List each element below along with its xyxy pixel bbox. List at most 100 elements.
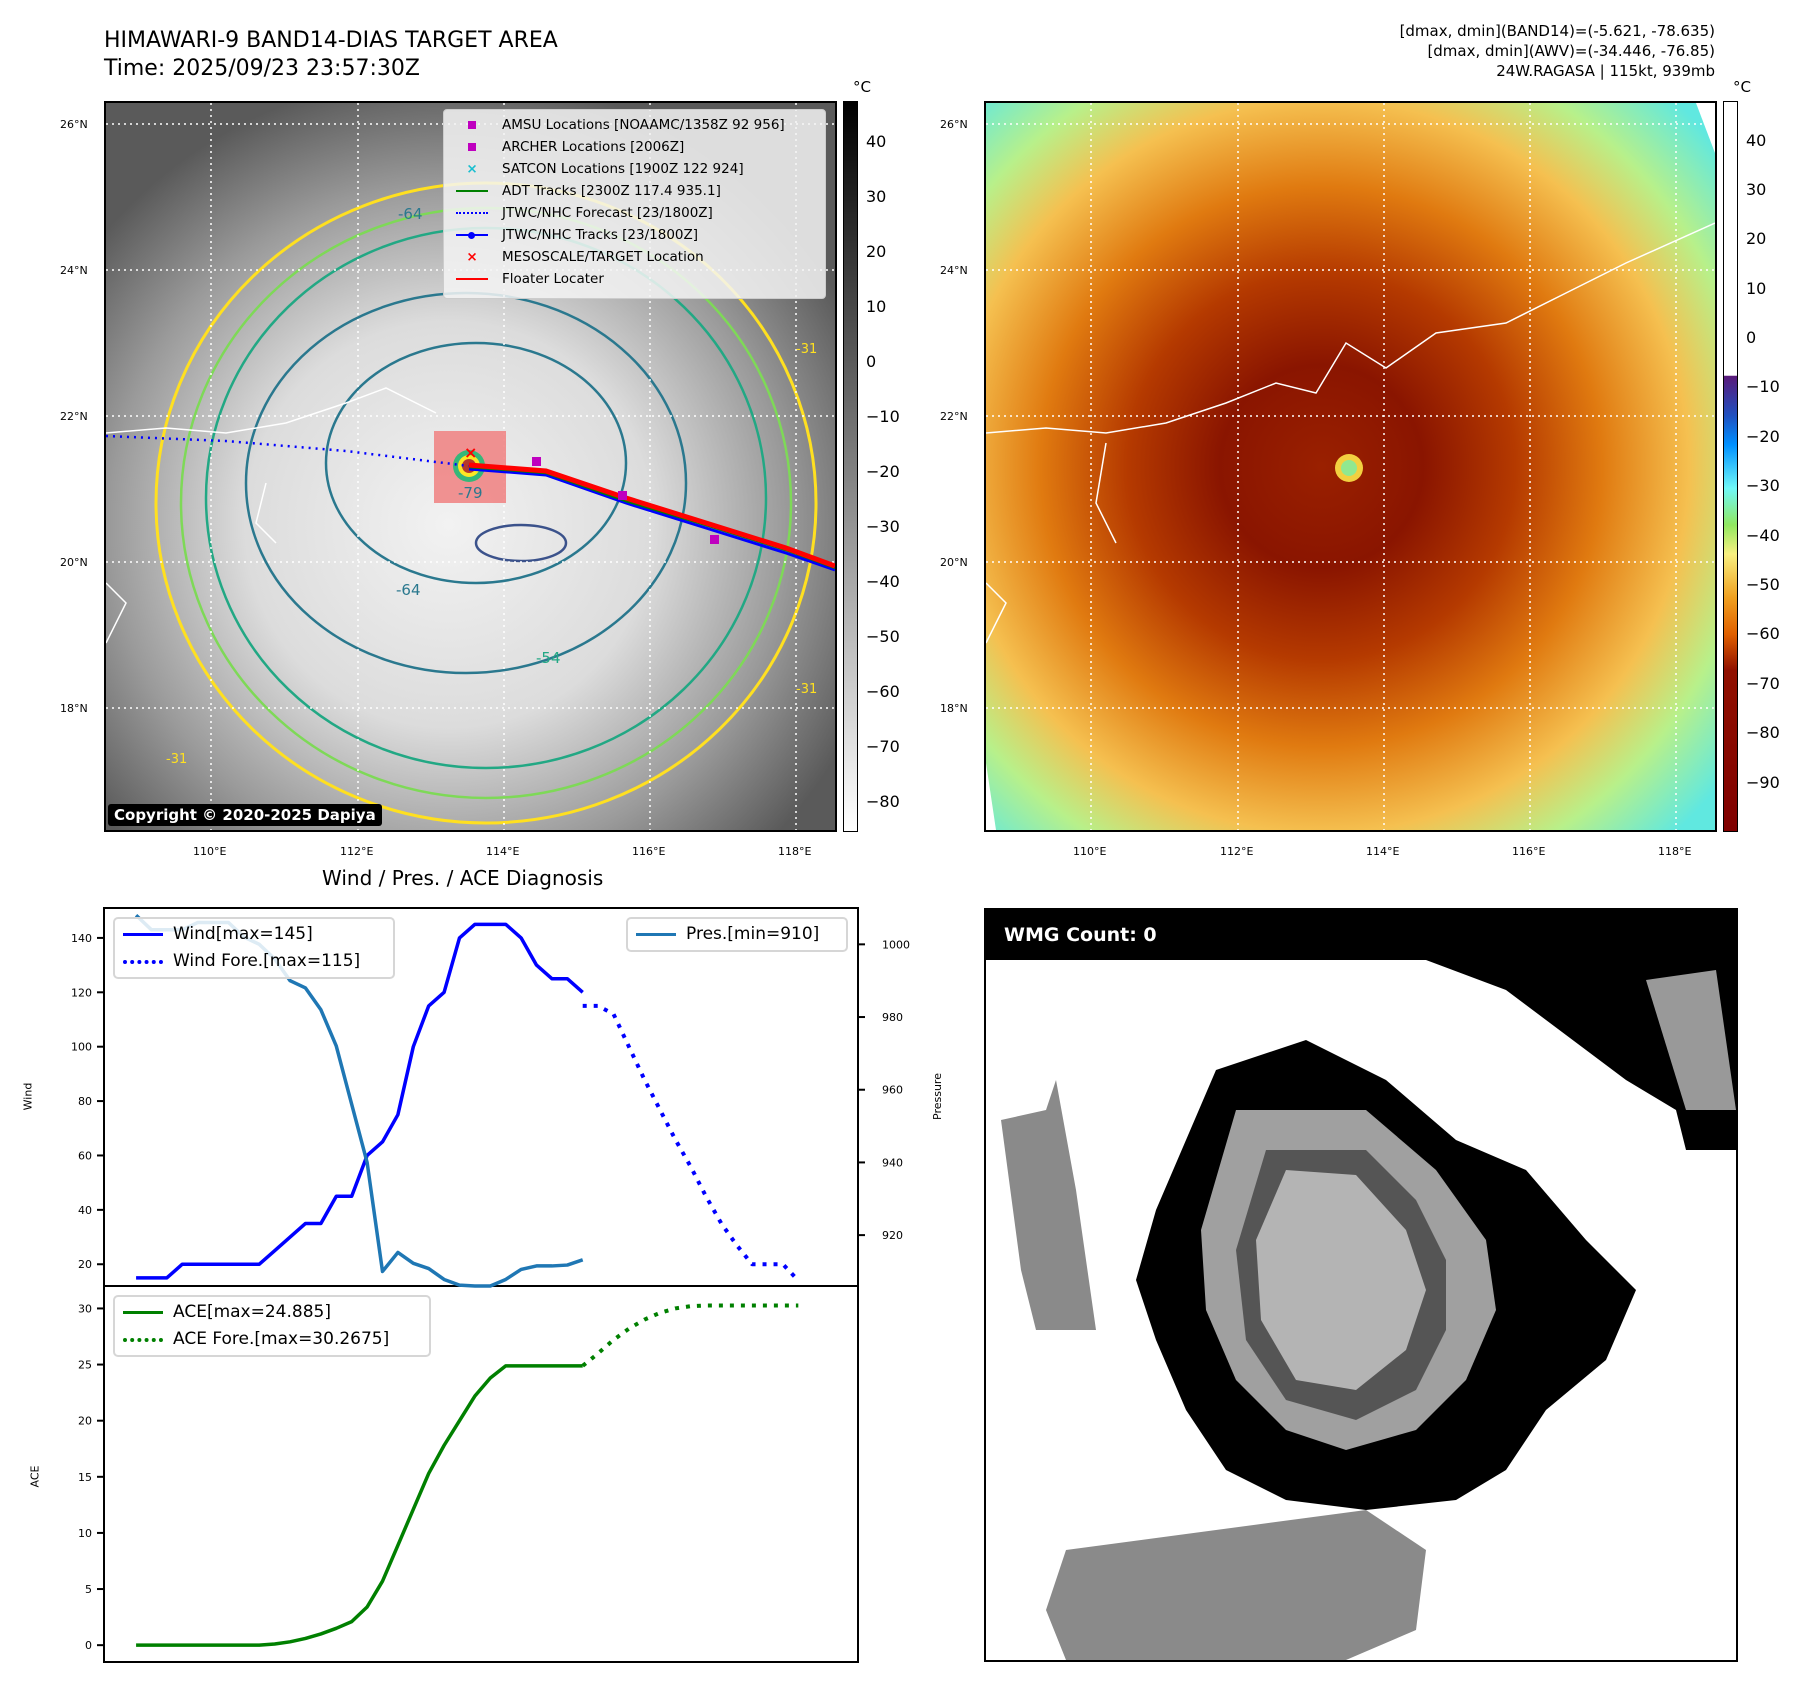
x-marker-icon: × xyxy=(466,249,478,265)
legend-item-jtwc-forecast: JTWC/NHC Forecast [23/1800Z] xyxy=(452,202,817,224)
colorbar-tick-label: −10 xyxy=(1746,377,1780,397)
legend-item-jtwc-tracks: JTWC/NHC Tracks [23/1800Z] xyxy=(452,224,817,246)
x-marker-icon: × xyxy=(466,161,478,177)
ace-legend: ACE[max=24.885] ACE Fore.[max=30.2675] xyxy=(113,1295,431,1357)
y2-tick-label: 960 xyxy=(882,1084,903,1097)
legend-label: SATCON Locations [1900Z 122 924] xyxy=(502,161,744,177)
lon-tick: 112°E xyxy=(340,845,374,858)
colorbar-tick-label: 40 xyxy=(1746,130,1767,150)
wmg-black-region xyxy=(986,910,1736,1150)
colorbar-tick-label: −70 xyxy=(1746,673,1780,693)
y-tick-label: 5 xyxy=(85,1583,92,1596)
wind-legend: Wind[max=145] Wind Fore.[max=115] xyxy=(113,917,395,979)
y-tick-label: 10 xyxy=(78,1527,92,1540)
colorbar-tick-label: −30 xyxy=(866,516,900,536)
jtwc-forecast-track xyxy=(106,434,470,468)
lon-tick: 116°E xyxy=(1512,845,1546,858)
colorbar-tick-label: −40 xyxy=(866,571,900,591)
lat-tick: 22°N xyxy=(60,410,88,423)
amsu-marker xyxy=(618,491,627,500)
y2-tick-label: 920 xyxy=(882,1229,903,1242)
line-dot-icon xyxy=(452,231,492,239)
legend-item-adt: ADT Tracks [2300Z 117.4 935.1] xyxy=(452,180,817,202)
legend-item-wind-forecast: Wind Fore.[max=115] xyxy=(123,948,385,975)
archer-marker xyxy=(532,457,541,466)
lon-tick: 114°E xyxy=(486,845,520,858)
colorbar-tick-label: 30 xyxy=(866,187,887,207)
pressure-legend: Pres.[min=910] xyxy=(626,917,848,952)
lon-tick: 118°E xyxy=(1658,845,1692,858)
colorbar-tick-label: 40 xyxy=(866,132,887,152)
colorbar-unit: °C xyxy=(853,78,871,96)
y-tick-label: 80 xyxy=(78,1095,92,1108)
contour-label: -64 xyxy=(396,581,421,599)
info-storm-intensity: 24W.RAGASA | 115kt, 939mb xyxy=(1496,62,1715,80)
colorbar-tick-label: −10 xyxy=(866,407,900,427)
solid-line-icon xyxy=(452,190,492,192)
lon-tick: 118°E xyxy=(778,845,812,858)
floater-track xyxy=(468,462,835,569)
y2-tick-label: 940 xyxy=(882,1156,903,1169)
colorbar-tick-label: −30 xyxy=(1746,476,1780,496)
wmg-eye xyxy=(1256,1170,1426,1390)
figure-title: HIMAWARI-9 BAND14-DIAS TARGET AREA xyxy=(104,28,558,53)
legend-label: ACE[max=24.885] xyxy=(173,1302,331,1322)
contour-label: -64 xyxy=(398,205,423,223)
lon-tick: 112°E xyxy=(1220,845,1254,858)
y-tick-label: 140 xyxy=(71,932,92,945)
lon-tick: 110°E xyxy=(1073,845,1107,858)
series-line-wind-fore- xyxy=(582,1003,800,1282)
lat-tick: 22°N xyxy=(940,410,968,423)
legend-label: Floater Locater xyxy=(502,271,604,287)
dotted-line-icon xyxy=(123,1337,163,1342)
contour-label: -54 xyxy=(536,649,561,667)
y-tick-label: 120 xyxy=(71,986,92,999)
solid-line-icon xyxy=(123,933,163,936)
lat-tick: 20°N xyxy=(60,556,88,569)
colorbar-tick-label: −20 xyxy=(866,461,900,481)
lat-tick: 24°N xyxy=(940,264,968,277)
grayscale-colorbar xyxy=(843,101,858,832)
lat-tick: 24°N xyxy=(60,264,88,277)
legend-item-floater: Floater Locater xyxy=(452,268,817,290)
solid-line-icon xyxy=(636,933,676,936)
contour-label: -31 xyxy=(166,752,187,767)
colorbar-tick-label: 0 xyxy=(1746,328,1757,348)
legend-label: AMSU Locations [NOAAMC/1358Z 92 956] xyxy=(502,117,785,133)
contour-label: -31 xyxy=(796,342,817,357)
jtwc-track xyxy=(468,467,835,572)
lat-tick: 20°N xyxy=(940,556,968,569)
copyright-label: Copyright © 2020-2025 Dapiya xyxy=(108,804,382,826)
legend-item-wind: Wind[max=145] xyxy=(123,921,385,948)
lat-tick: 26°N xyxy=(940,118,968,131)
map-legend: AMSU Locations [NOAAMC/1358Z 92 956] ARC… xyxy=(443,109,826,299)
colorbar-tick-label: 20 xyxy=(1746,229,1767,249)
colorbar-tick-label: −90 xyxy=(1746,772,1780,792)
legend-label: JTWC/NHC Tracks [23/1800Z] xyxy=(502,227,699,243)
legend-label: ACE Fore.[max=30.2675] xyxy=(173,1329,390,1349)
legend-label: ARCHER Locations [2006Z] xyxy=(502,139,685,155)
color-enhanced-map[interactable] xyxy=(984,101,1717,832)
colorbar-tick-label: −70 xyxy=(866,736,900,756)
y-tick-label: 30 xyxy=(78,1302,92,1315)
legend-item-amsu: AMSU Locations [NOAAMC/1358Z 92 956] xyxy=(452,114,817,136)
wmg-panel[interactable]: WMG Count: 0 xyxy=(984,908,1738,1662)
right-colorbar-ticks: 40 30 20 10 0 −10 −20 −30 −40 −50 −60 −70 −80 −90 xyxy=(1746,101,1796,832)
ir-grayscale-map[interactable]: × -64 -79 -64 -54 -31 -31 -31 AMSU Locat… xyxy=(104,101,837,832)
pressure-axis-label: Pressure xyxy=(930,1073,944,1120)
legend-item-pressure: Pres.[min=910] xyxy=(636,921,838,948)
y2-tick-label: 1000 xyxy=(882,938,910,951)
series-line-ace-fore- xyxy=(581,1303,799,1368)
y2-tick-label: 980 xyxy=(882,1011,903,1024)
colorbar-tick-label: 10 xyxy=(1746,278,1767,298)
lon-tick: 114°E xyxy=(1366,845,1400,858)
y-tick-label: 15 xyxy=(78,1471,92,1484)
legend-item-ace-forecast: ACE Fore.[max=30.2675] xyxy=(123,1326,421,1353)
legend-label: JTWC/NHC Forecast [23/1800Z] xyxy=(502,205,713,221)
y-tick-label: 40 xyxy=(78,1204,92,1217)
legend-item-mesoscale: × MESOSCALE/TARGET Location xyxy=(452,246,817,268)
square-marker-icon xyxy=(452,121,492,129)
color-map-canvas xyxy=(986,103,1715,830)
figure-time: Time: 2025/09/23 23:57:30Z xyxy=(104,56,420,81)
amsu-marker xyxy=(710,535,719,544)
